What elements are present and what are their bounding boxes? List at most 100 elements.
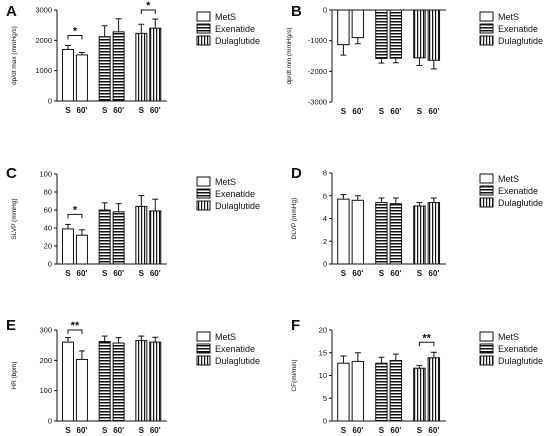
panel-f: F CF(ml/min) 0 5 10 15 20 S 60' S 60' S 60' ** MetS Exe… bbox=[291, 317, 543, 435]
bar bbox=[389, 359, 403, 422]
panel-a: Adp/dt max (mmHg/s) 0 1000 2000 3000 S 60' S 60'… bbox=[6, 0, 260, 115]
legend-label: Dulaglutide bbox=[215, 36, 260, 46]
legend-swatch bbox=[196, 11, 211, 22]
y-tick-label: 0 bbox=[323, 417, 327, 426]
bar bbox=[75, 234, 88, 265]
x-tick-label: 60' bbox=[352, 269, 363, 278]
panel-d: D DLVP (mmHg) 0 2 4 6 8 S 60' S 60' S 60' MetS Exenati… bbox=[291, 165, 543, 278]
legend-label: MetS bbox=[215, 332, 236, 342]
y-tick-label: 0 bbox=[323, 260, 327, 269]
bar bbox=[337, 198, 350, 265]
bar bbox=[75, 54, 88, 102]
legend-swatch bbox=[479, 343, 494, 354]
legend-swatch bbox=[479, 355, 494, 366]
legend-swatch bbox=[479, 173, 494, 184]
bar bbox=[135, 205, 148, 265]
bar bbox=[389, 203, 403, 265]
y-tick-label: 0 bbox=[48, 260, 52, 269]
legend-swatch bbox=[479, 185, 494, 196]
legend-label: Exenatide bbox=[215, 344, 255, 354]
y-tick-label: 2 bbox=[323, 237, 327, 246]
y-axis-label: HR (bpm) bbox=[11, 361, 18, 389]
x-tick-label: 60' bbox=[352, 107, 363, 116]
significance-label: * bbox=[146, 0, 151, 12]
y-tick-label: 5 bbox=[323, 394, 327, 403]
y-tick-label: 100 bbox=[39, 386, 52, 395]
legend-swatch bbox=[196, 200, 211, 211]
y-tick-label: -2000 bbox=[308, 67, 327, 76]
x-tick-label: S bbox=[139, 426, 145, 435]
panel-c: C SLVP (mmHg) 0 20 40 60 80 100 S 60' S 60' S 60' * Met… bbox=[6, 165, 260, 278]
x-tick-label: 60' bbox=[77, 106, 88, 115]
x-tick-label: S bbox=[379, 426, 385, 435]
x-tick-label: S bbox=[102, 269, 108, 278]
legend-swatch bbox=[196, 355, 211, 366]
x-tick-label: S bbox=[65, 106, 71, 115]
significance-bracket bbox=[67, 329, 83, 334]
y-axis-label: dp/dt min (mmHg/s) bbox=[286, 27, 293, 84]
bar bbox=[427, 9, 441, 61]
panel-letter: B bbox=[291, 3, 302, 20]
bar bbox=[375, 202, 388, 265]
panel-letter: E bbox=[6, 317, 16, 334]
x-tick-label: S bbox=[417, 426, 423, 435]
legend-label: Dulaglutide bbox=[498, 198, 543, 208]
y-tick-label: 80 bbox=[44, 188, 52, 197]
bar bbox=[112, 31, 125, 102]
y-tick-label: 3000 bbox=[35, 6, 52, 15]
significance-label: ** bbox=[422, 332, 431, 344]
y-axis-label: SLVP (mmHg) bbox=[11, 198, 18, 239]
bar bbox=[75, 358, 88, 422]
bar bbox=[375, 9, 388, 59]
bar bbox=[351, 9, 365, 39]
bar bbox=[98, 341, 111, 422]
x-tick-label: S bbox=[65, 426, 71, 435]
x-tick-label: 60' bbox=[390, 107, 401, 116]
significance-bracket bbox=[67, 213, 83, 219]
bar bbox=[135, 32, 148, 102]
x-tick-label: S bbox=[341, 426, 347, 435]
bar bbox=[413, 9, 426, 59]
bar bbox=[98, 209, 111, 265]
y-tick-label: 0 bbox=[48, 417, 52, 426]
x-tick-label: 60' bbox=[150, 106, 161, 115]
significance-bracket bbox=[418, 341, 435, 347]
legend-label: Exenatide bbox=[498, 186, 538, 196]
bar bbox=[337, 9, 350, 46]
legend-swatch bbox=[479, 23, 494, 34]
bar bbox=[413, 367, 426, 422]
y-tick-label: 40 bbox=[44, 224, 52, 233]
x-tick-label: S bbox=[417, 269, 423, 278]
y-tick-label: 300 bbox=[39, 326, 52, 335]
x-tick-label: S bbox=[341, 107, 347, 116]
x-tick-label: 60' bbox=[77, 269, 88, 278]
bar bbox=[427, 202, 441, 265]
bar bbox=[62, 341, 74, 422]
legend-swatch bbox=[479, 35, 494, 46]
legend-swatch bbox=[196, 176, 211, 187]
y-tick-label: 2000 bbox=[35, 36, 52, 45]
legend-label: Exenatide bbox=[215, 189, 255, 199]
legend-label: MetS bbox=[498, 332, 519, 342]
y-tick-label: -3000 bbox=[308, 98, 327, 107]
panel-b: Bdp/dt min (mmHg/s) -3000 -2000 -1000 0 S 60' S… bbox=[286, 3, 543, 116]
panel-letter: D bbox=[291, 165, 302, 182]
x-tick-label: S bbox=[341, 269, 347, 278]
bar bbox=[62, 48, 74, 102]
significance-bracket bbox=[140, 9, 156, 14]
x-tick-label: 60' bbox=[428, 269, 439, 278]
y-tick-label: 6 bbox=[323, 191, 327, 200]
bar bbox=[112, 342, 125, 422]
x-tick-label: 60' bbox=[150, 426, 161, 435]
legend-label: MetS bbox=[498, 12, 519, 22]
x-tick-label: S bbox=[65, 269, 71, 278]
bar bbox=[149, 27, 162, 102]
panel-letter: F bbox=[291, 317, 300, 334]
legend-label: Exenatide bbox=[498, 344, 538, 354]
bar bbox=[427, 357, 441, 422]
y-tick-label: 4 bbox=[323, 214, 327, 223]
x-tick-label: 60' bbox=[113, 269, 124, 278]
significance-bracket bbox=[67, 34, 83, 40]
bar bbox=[413, 205, 426, 265]
